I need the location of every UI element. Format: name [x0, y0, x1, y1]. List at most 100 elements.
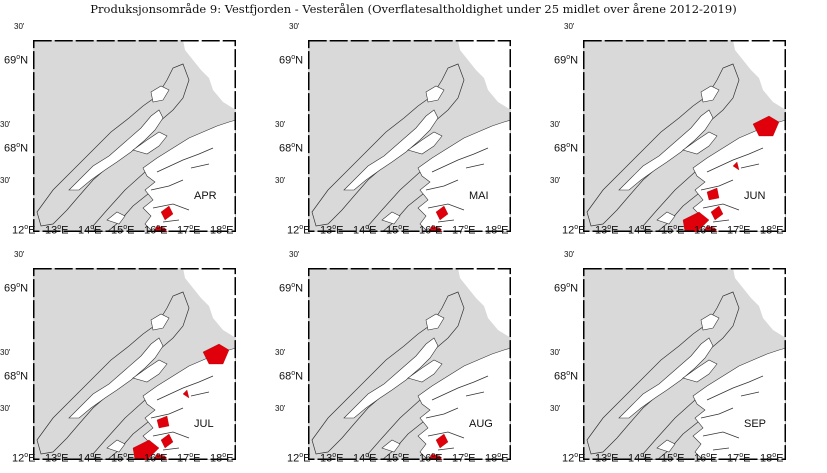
low-salinity-area-1 — [710, 205, 724, 221]
low-salinity-area-1 — [435, 433, 449, 449]
lon-label: 15oE — [386, 452, 410, 465]
lon-label: 13oE — [320, 452, 344, 465]
lat-label: 68oN — [554, 370, 579, 383]
lon-label: 12oE — [287, 452, 311, 465]
map-panel-sep: 69oN 30' 68oN 30' 30' 12oE 13oE 14oE 15oE 16oE 17o… — [550, 248, 795, 473]
lon-label: 13oE — [320, 224, 344, 237]
lon-label: 15oE — [661, 452, 685, 465]
lon-label: 15oE — [386, 224, 410, 237]
lon-label: 17oE — [452, 452, 476, 465]
lat-label-top: 30' — [289, 22, 300, 31]
lat-label: 69oN — [4, 282, 29, 295]
area-boundary-north — [36, 291, 190, 455]
figure-title: Produksjonsområde 9: Vestfjorden - Veste… — [90, 2, 737, 16]
low-salinity-area-6 — [182, 389, 190, 399]
lon-label: 13oE — [45, 224, 69, 237]
area-boundary-north — [586, 291, 740, 455]
lon-label: 17oE — [727, 224, 751, 237]
lofoten-islands — [343, 85, 445, 225]
lon-label: 14oE — [628, 452, 652, 465]
lofoten-islands — [68, 85, 170, 225]
map-panel-mai: 69oN 30' 68oN 30' 30' 12oE 13oE 14oE 15oE 16oE 17o… — [275, 20, 520, 245]
low-salinity-area-1 — [160, 205, 174, 221]
lon-label: 14oE — [628, 224, 652, 237]
lon-label: 14oE — [78, 452, 102, 465]
lat-label: 69oN — [554, 54, 579, 67]
lon-label: 18oE — [210, 224, 234, 237]
lon-label: 18oE — [760, 452, 784, 465]
lat-label: 68oN — [554, 142, 579, 155]
lat-label: 69oN — [554, 282, 579, 295]
lofoten-islands — [618, 85, 720, 225]
map-frame — [308, 268, 511, 460]
map-panel-apr: 69oN 30' 68oN 30' 30' 12oE 13oE 14oE 15oE 16oE 17o… — [0, 20, 245, 245]
map-border — [33, 268, 236, 460]
sweden-land — [458, 40, 511, 110]
lon-label: 12oE — [12, 452, 36, 465]
lat-label: 30' — [0, 348, 11, 357]
low-salinity-area-3 — [752, 115, 780, 137]
map-plot — [33, 268, 236, 460]
lon-label: 18oE — [485, 452, 509, 465]
lat-label: 30' — [550, 176, 561, 185]
lofoten-islands — [68, 313, 170, 453]
fjords — [150, 375, 214, 451]
map-frame — [33, 40, 236, 232]
low-salinity-area-5 — [706, 187, 720, 201]
lat-label: 30' — [275, 120, 286, 129]
map-plot — [308, 268, 511, 460]
lat-label: 69oN — [279, 282, 304, 295]
lat-label: 30' — [0, 404, 11, 413]
lat-label: 68oN — [4, 142, 29, 155]
lat-label: 30' — [0, 120, 11, 129]
map-border — [308, 40, 511, 232]
map-plot — [308, 40, 511, 232]
low-salinity-area-6 — [732, 161, 740, 171]
month-label: APR — [194, 190, 217, 202]
map-panel-jul: 69oN 30' 68oN 30' 30' 12oE 13oE 14oE 15oE 16oE 17o… — [0, 248, 245, 473]
lon-label: 16oE — [144, 224, 168, 237]
lon-label: 17oE — [727, 452, 751, 465]
map-plot — [33, 40, 236, 232]
map-border — [583, 40, 786, 232]
fjords — [150, 147, 214, 223]
lat-label: 68oN — [4, 370, 29, 383]
sweden-land — [733, 268, 786, 338]
lon-label: 13oE — [595, 452, 619, 465]
area-boundary-north — [311, 291, 465, 455]
lon-label: 15oE — [661, 224, 685, 237]
lat-label: 69oN — [279, 54, 304, 67]
sweden-land — [183, 40, 236, 110]
month-label: JUN — [744, 190, 766, 202]
lon-label: 15oE — [111, 452, 135, 465]
area-boundary-north — [36, 63, 190, 227]
map-plot — [583, 40, 786, 232]
lat-label: 30' — [550, 348, 561, 357]
lon-label: 14oE — [353, 452, 377, 465]
lon-label: 17oE — [177, 224, 201, 237]
sweden-land — [733, 40, 786, 110]
lon-label: 16oE — [419, 452, 443, 465]
fjords — [425, 147, 489, 223]
lat-label: 69oN — [4, 54, 29, 67]
lon-label: 12oE — [287, 224, 311, 237]
month-label: MAI — [469, 190, 489, 202]
map-border — [583, 268, 786, 460]
lat-label-top: 30' — [564, 250, 575, 259]
low-salinity-area-5 — [156, 415, 170, 429]
lon-label: 17oE — [177, 452, 201, 465]
fjords — [700, 147, 764, 223]
low-salinity-area-4 — [132, 439, 160, 460]
month-label: SEP — [744, 418, 767, 430]
lat-label: 30' — [275, 176, 286, 185]
lofoten-islands — [618, 313, 720, 453]
fjords — [425, 375, 489, 451]
month-label: AUG — [469, 418, 493, 430]
sweden-land — [458, 268, 511, 338]
lon-label: 16oE — [694, 224, 718, 237]
lon-label: 13oE — [45, 452, 69, 465]
area-boundary-north — [311, 63, 465, 227]
lon-label: 18oE — [210, 452, 234, 465]
lon-label: 15oE — [111, 224, 135, 237]
lat-label-top: 30' — [564, 22, 575, 31]
